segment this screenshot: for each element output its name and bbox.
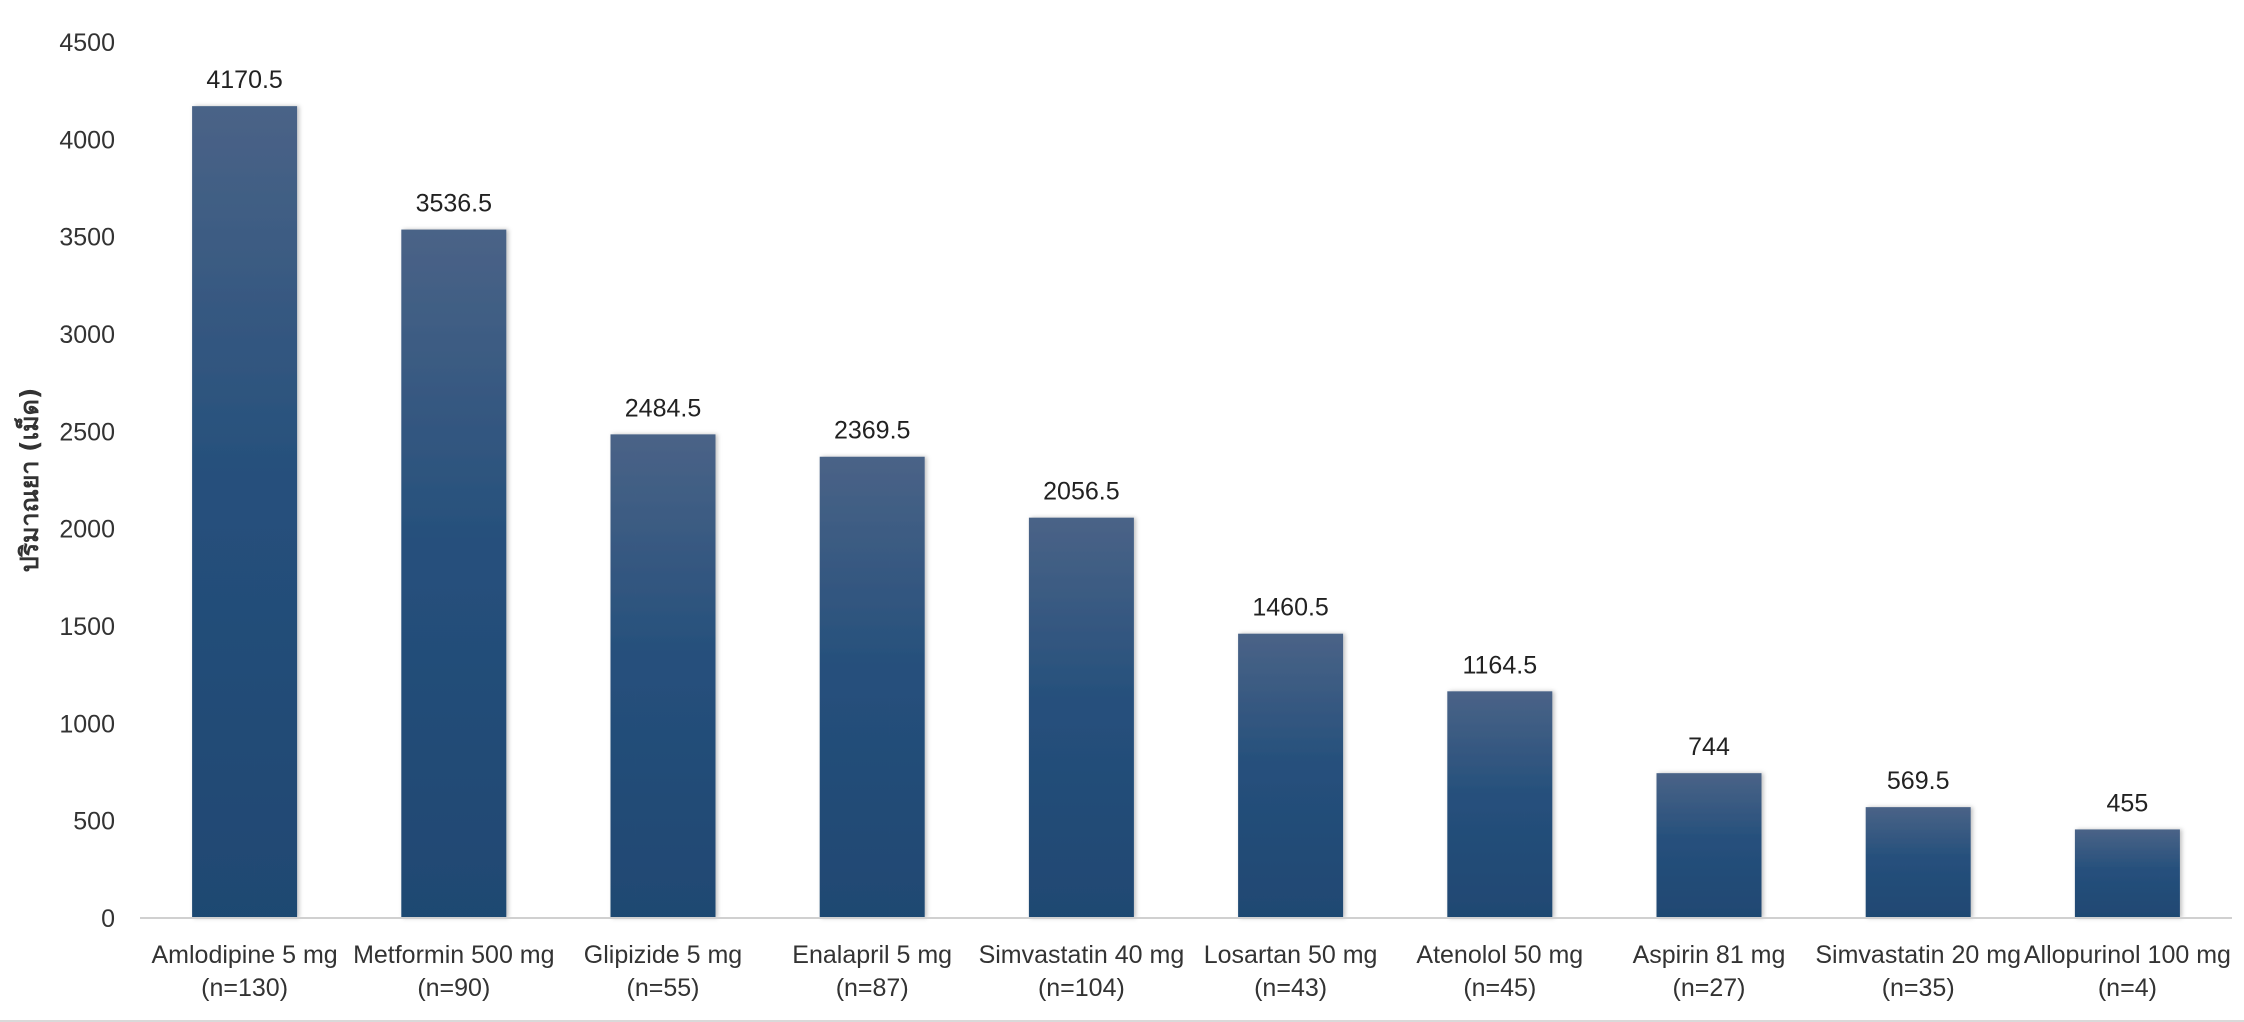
- y-tick-label: 0: [101, 905, 115, 933]
- y-tick-label: 2500: [59, 418, 115, 446]
- y-axis-title-group: ปริมาณยา (เม็ด): [14, 388, 44, 573]
- bar: [2074, 829, 2180, 918]
- y-axis-title: ปริมาณยา (เม็ด): [14, 388, 44, 573]
- y-tick-label: 4500: [59, 29, 115, 57]
- y-tick-label: 2000: [59, 516, 115, 544]
- data-label: 569.5: [1887, 767, 1950, 795]
- x-tick-label: Aspirin 81 mg (n=27): [1633, 941, 1786, 1002]
- data-label: 744: [1688, 733, 1730, 761]
- y-tick-label: 3500: [59, 224, 115, 252]
- x-axis: Amlodipine 5 mg (n=130) Metformin 500 mg (n…: [140, 917, 2232, 1002]
- bar: [819, 456, 925, 918]
- x-tick-label: Amlodipine 5 mg (n=130): [151, 941, 337, 1002]
- x-tick-label: Atenolol 50 mg (n=45): [1416, 941, 1583, 1002]
- bar: [1028, 517, 1134, 918]
- data-label: 2369.5: [834, 417, 910, 445]
- bar: [192, 106, 298, 918]
- y-axis: 0 500 1000 1500 2000 2500 3000 3500 4000 4500: [59, 29, 115, 933]
- data-label: 3536.5: [416, 190, 492, 218]
- bar: [1656, 773, 1762, 918]
- bar: [1447, 691, 1553, 918]
- data-label: 1460.5: [1252, 594, 1328, 622]
- y-tick-label: 500: [73, 808, 115, 836]
- bar: [1865, 807, 1971, 918]
- y-tick-label: 4000: [59, 126, 115, 154]
- y-tick-label: 3000: [59, 321, 115, 349]
- bar: [610, 434, 716, 918]
- data-label: 2484.5: [625, 394, 701, 422]
- data-label: 1164.5: [1462, 651, 1537, 679]
- data-label: 2056.5: [1043, 478, 1119, 506]
- y-tick-label: 1000: [59, 710, 115, 738]
- x-tick-label: Simvastatin 40 mg (n=104): [979, 941, 1185, 1002]
- bars: [192, 106, 2180, 918]
- bar: [1238, 633, 1344, 918]
- bottom-border: [0, 1020, 2244, 1022]
- x-tick-label: Losartan 50 mg (n=43): [1204, 941, 1378, 1002]
- data-labels: 4170.5 3536.5 2484.5 2369.5 2056.5 1460.5 1164…: [206, 66, 2148, 817]
- x-tick-label: Allopurinol 100 mg (n=4): [2024, 941, 2231, 1002]
- data-label: 4170.5: [206, 66, 282, 94]
- x-tick-label: Simvastatin 20 mg (n=35): [1815, 941, 2021, 1002]
- x-tick-label: Metformin 500 mg (n=90): [353, 941, 554, 1002]
- y-tick-label: 1500: [59, 613, 115, 641]
- x-tick-label: Glipizide 5 mg (n=55): [584, 941, 742, 1002]
- x-tick-label: Enalapril 5 mg (n=87): [792, 941, 952, 1002]
- data-label: 455: [2107, 789, 2149, 817]
- bar: [401, 229, 507, 918]
